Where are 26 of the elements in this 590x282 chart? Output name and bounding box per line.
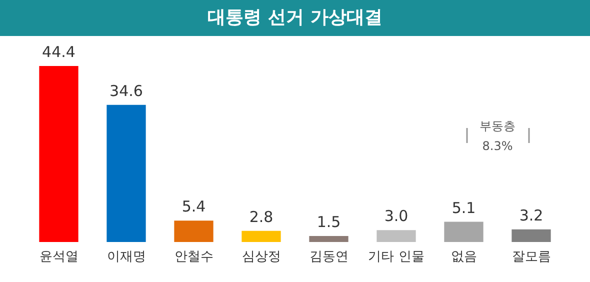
- annotation: 부동층 8.3%: [480, 119, 516, 153]
- bar: [444, 222, 484, 242]
- bar: [39, 66, 78, 242]
- data-label: 34.6: [110, 82, 143, 100]
- data-label: 5.1: [452, 198, 476, 217]
- bar: [106, 104, 146, 242]
- x-tick-label: 안철수: [174, 250, 214, 264]
- x-tick-label: 김동연: [309, 250, 348, 264]
- x-tick-label: 잘모름: [512, 250, 551, 264]
- x-tick-label: 없음: [450, 250, 477, 264]
- bar: [512, 229, 551, 242]
- x-tick-label: 기타 인물: [368, 250, 424, 264]
- x-tick-label: 이재명: [106, 250, 146, 264]
- bar: [376, 230, 416, 242]
- x-tick-label: 심상정: [242, 250, 281, 264]
- bar: [174, 220, 214, 242]
- data-label: 2.8: [249, 208, 274, 226]
- data-label: 3.2: [519, 206, 544, 224]
- data-label: 44.4: [42, 43, 76, 61]
- chart-title: 대통령 선거 가상대결: [0, 0, 590, 36]
- data-label: 5.4: [182, 198, 206, 216]
- data-label: 3.0: [384, 207, 408, 226]
- bar: [242, 230, 281, 242]
- x-tick-label: 윤석열: [39, 250, 78, 264]
- bar: [309, 236, 348, 242]
- data-label: 1.5: [316, 213, 341, 232]
